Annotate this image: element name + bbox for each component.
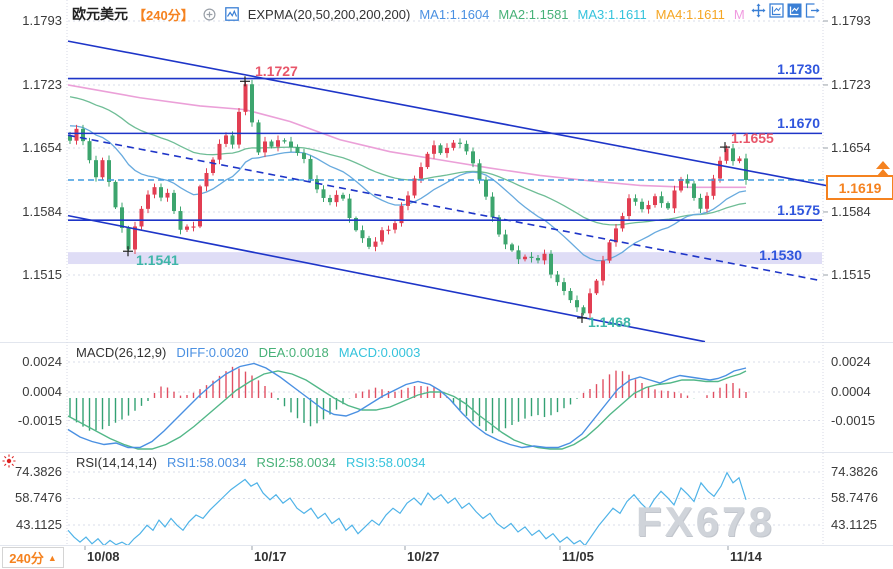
ma2-value: MA2:1.1581 (498, 6, 569, 22)
y-axis-label-right: 1.1723 (831, 76, 871, 92)
y-axis-label-left: 1.1654 (22, 140, 62, 155)
macd-axis-label-left: 0.0004 (22, 384, 62, 399)
rsi-axis-label-left: 58.7476 (15, 490, 62, 506)
level-label: 1.1575 (777, 202, 820, 219)
watermark: FX678 (636, 498, 775, 545)
date-label: 10/08 (87, 549, 120, 564)
current-price-tag: 1.1619 (826, 175, 893, 200)
macd-axis-label-right: 0.0004 (831, 384, 871, 399)
ma5-value: M (733, 6, 745, 22)
chart-header: 欧元美元 【240分】 EXPMA(20,50,200,200,200) MA1… (72, 4, 745, 24)
date-label: 11/14 (730, 549, 762, 564)
rsi-axis-label-right: 43.1125 (831, 517, 878, 532)
date-label: 10/27 (407, 549, 440, 564)
y-axis-label-left: 1.1584 (22, 203, 62, 219)
indicator-label: EXPMA(20,50,200,200,200) (247, 6, 411, 22)
timeframe-label: 【240分】 (133, 7, 194, 23)
annotation-label: 1.1727 (255, 63, 298, 80)
ma3-value: MA3:1.1611 (577, 6, 647, 22)
ma4-value: MA4:1.1611 (655, 6, 725, 22)
level-label: 1.1670 (777, 115, 820, 132)
symbol-name: 欧元美元 (72, 6, 128, 22)
date-label: 11/05 (562, 549, 594, 564)
rsi-axis-label-left: 43.1125 (15, 517, 62, 532)
chart-toolbar (751, 3, 820, 18)
timeframe-button[interactable]: 240分 ▲ (2, 547, 64, 568)
macd-dea-value: DEA:0.0018 (258, 345, 329, 360)
date-label: 10/17 (254, 549, 287, 564)
rsi-axis-label-right: 74.3826 (831, 464, 878, 479)
rsi-label-row: RSI(14,14,14) RSI1:58.0034 RSI2:58.0034 … (76, 455, 425, 470)
indicator-chart-icon[interactable] (224, 7, 239, 21)
zoom-axes-icon[interactable] (769, 3, 784, 18)
macd-label-row: MACD(26,12,9) DIFF:0.0020 DEA:0.0018 MAC… (76, 345, 420, 360)
y-axis-label-left: 1.1723 (22, 76, 62, 92)
y-axis-label-right: 1.1654 (831, 140, 871, 155)
y-axis-label-left: 1.1793 (22, 13, 62, 28)
rsi3-value: RSI3:58.0034 (345, 455, 426, 470)
annotation-label: 1.1468 (588, 313, 631, 330)
y-axis-label-left: 1.1515 (22, 267, 62, 282)
macd-axis-label-right: 0.0024 (831, 354, 871, 369)
rsi-title: RSI(14,14,14) (76, 455, 157, 470)
annotation-label: 1.1655 (731, 130, 774, 147)
macd-axis-label-left: 0.0024 (22, 354, 62, 369)
macd-title: MACD(26,12,9) (76, 345, 167, 360)
y-axis-label-right: 1.1793 (831, 13, 871, 28)
timeframe-dropdown-arrow-icon: ▲ (47, 552, 57, 563)
rsi-settings-icon[interactable] (2, 454, 16, 468)
y-axis-label-right: 1.1584 (831, 203, 871, 219)
rsi-axis-label-right: 58.7476 (831, 490, 878, 506)
macd-axis-label-right: -0.0015 (831, 412, 876, 428)
ma1-value: MA1:1.1604 (419, 6, 490, 22)
rsi-axis-label-left: 74.3826 (15, 464, 62, 479)
pan-move-icon[interactable] (751, 3, 766, 18)
zoom-axes-active-icon[interactable] (787, 3, 802, 18)
add-indicator-icon[interactable] (203, 7, 216, 21)
macd-diff-value: DIFF:0.0020 (176, 345, 249, 360)
level-label: 1.1730 (777, 60, 820, 77)
rsi1-value: RSI1:58.0034 (166, 455, 247, 470)
macd-axis-label-left: -0.0015 (17, 412, 62, 428)
rsi2-value: RSI2:58.0034 (256, 455, 336, 470)
y-axis-label-right: 1.1515 (831, 267, 871, 282)
exit-chart-icon[interactable] (805, 3, 820, 18)
timeframe-button-label: 240分 (9, 551, 44, 566)
annotation-label: 1.1541 (136, 252, 179, 269)
trendline-label: 1.1530 (759, 247, 802, 263)
macd-hist-value: MACD:0.0003 (338, 345, 421, 360)
